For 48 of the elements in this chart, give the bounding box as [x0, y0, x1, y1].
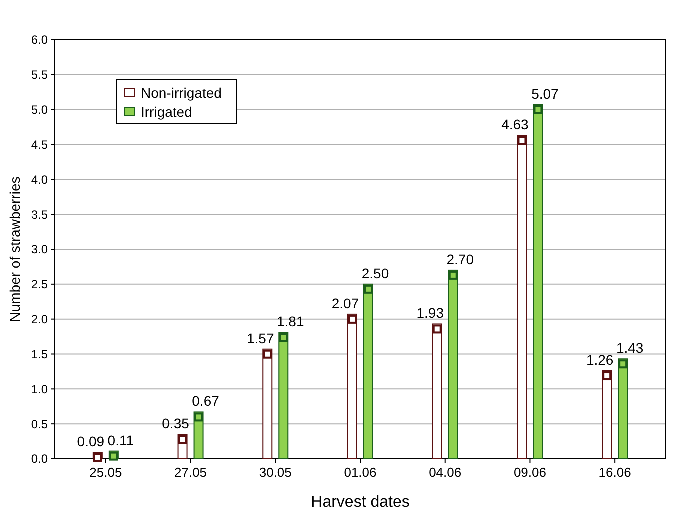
bar — [262, 348, 273, 460]
data-label: 4.63 — [502, 116, 530, 133]
data-label: 1.57 — [247, 330, 274, 346]
data-label: 0.11 — [108, 432, 134, 448]
x-tick-label: 27.05 — [174, 465, 208, 480]
data-label: 1.26 — [586, 352, 614, 368]
bar — [432, 324, 442, 460]
bar — [364, 284, 374, 460]
y-tick-label: 0.5 — [31, 417, 48, 432]
x-axis-title: Harvest dates — [311, 494, 410, 511]
legend-label: Irrigated — [141, 104, 192, 120]
y-tick-label: 2.5 — [31, 278, 48, 292]
x-tick-label: 04.06 — [429, 465, 462, 480]
data-label: 2.07 — [332, 295, 360, 312]
bar — [448, 270, 458, 460]
data-label: 5.07 — [532, 86, 560, 102]
data-label: 1.43 — [616, 340, 644, 356]
bar — [602, 370, 612, 460]
y-tick-label: 2.0 — [31, 312, 48, 327]
data-label: 0.67 — [192, 393, 220, 410]
data-label: 0.35 — [162, 416, 190, 432]
y-tick-label: 1.5 — [31, 347, 48, 362]
data-label: 2.50 — [362, 265, 390, 282]
y-tick-label: 4.5 — [31, 138, 48, 152]
x-tick-label: 16.06 — [598, 465, 632, 480]
y-tick-label: 1.0 — [31, 382, 48, 396]
bar — [533, 104, 544, 460]
x-tick-label: 01.06 — [344, 465, 377, 480]
data-label: 0.09 — [77, 434, 105, 450]
bar — [278, 332, 289, 460]
legend-label: Non-irrigated — [141, 84, 222, 101]
y-tick-label: 3.0 — [31, 242, 48, 257]
y-tick-label: 5.5 — [31, 68, 48, 82]
y-axis-title: Number of strawberries — [7, 176, 23, 322]
y-tick-label: 0.0 — [31, 452, 48, 466]
x-tick-label: 25.05 — [90, 465, 122, 480]
y-tick-label: 6.0 — [31, 33, 48, 48]
bar — [517, 135, 528, 460]
data-label: 1.93 — [416, 305, 444, 322]
y-tick-label: 3.5 — [31, 208, 48, 222]
bar — [618, 358, 628, 460]
x-tick-label: 30.05 — [259, 465, 292, 480]
data-label: 1.81 — [277, 314, 304, 330]
data-label: 2.70 — [446, 251, 474, 268]
x-tick-label: 09.06 — [514, 465, 546, 480]
y-tick-label: 4.0 — [31, 172, 48, 187]
bar — [348, 314, 358, 460]
y-tick-label: 5.0 — [31, 103, 48, 118]
